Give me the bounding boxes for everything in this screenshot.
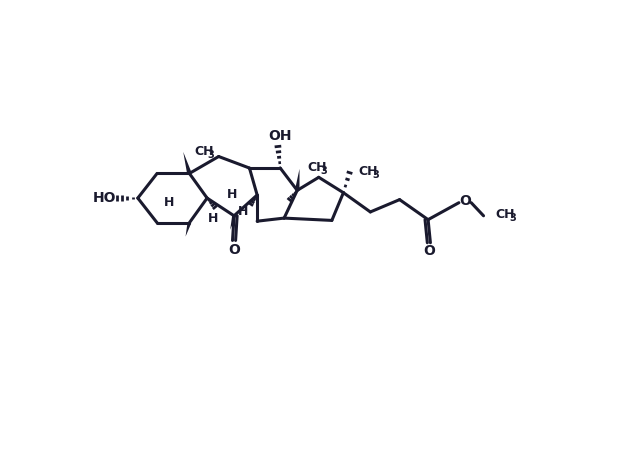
Text: 3: 3 (207, 150, 214, 160)
Polygon shape (183, 152, 191, 174)
Text: O: O (423, 244, 435, 258)
Text: H: H (238, 205, 248, 219)
Text: H: H (163, 196, 174, 209)
Text: 3: 3 (372, 170, 379, 180)
Text: H: H (208, 212, 218, 225)
Text: OH: OH (269, 129, 292, 143)
Text: O: O (459, 194, 471, 208)
Text: 3: 3 (320, 166, 327, 176)
Text: H: H (227, 188, 237, 202)
Text: 3: 3 (509, 213, 516, 223)
Text: CH: CH (495, 208, 515, 221)
Text: O: O (228, 243, 240, 257)
Text: CH: CH (194, 145, 214, 157)
Polygon shape (186, 222, 191, 236)
Text: HO: HO (93, 191, 116, 205)
Polygon shape (230, 215, 236, 230)
Text: CH: CH (359, 164, 378, 178)
Text: CH: CH (307, 161, 326, 174)
Polygon shape (295, 169, 300, 191)
